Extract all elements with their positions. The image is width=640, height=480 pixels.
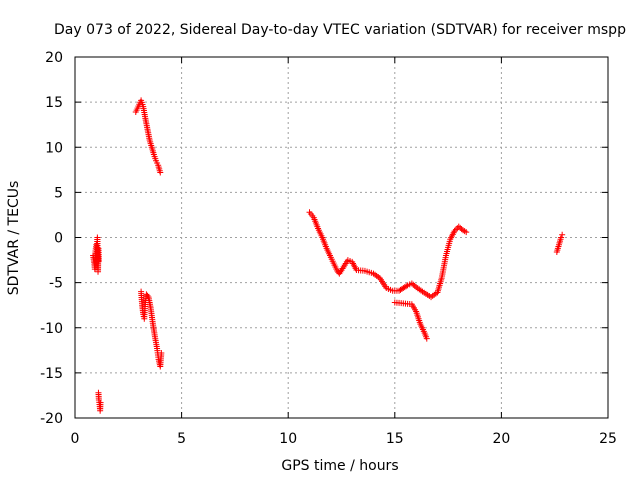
x-tick-label: 20 xyxy=(492,431,510,447)
data-point xyxy=(157,169,164,176)
data-point xyxy=(558,234,565,241)
series-pass-g xyxy=(553,231,566,255)
data-point xyxy=(423,335,430,342)
y-tick-label: -10 xyxy=(40,321,63,337)
data-point xyxy=(411,282,418,289)
y-tick-label: -5 xyxy=(49,276,63,292)
axis-ticks xyxy=(74,56,609,419)
x-tick-label: 15 xyxy=(386,431,404,447)
data-point xyxy=(144,292,151,299)
data-point xyxy=(95,257,102,264)
y-tick-label: -20 xyxy=(40,411,63,427)
y-tick-label: 20 xyxy=(45,50,63,66)
x-tick-labels: 0 5 10 15 20 25 xyxy=(71,431,617,447)
x-tick-label: 0 xyxy=(71,431,80,447)
grid-lines xyxy=(75,57,608,418)
series-pass-c xyxy=(132,97,164,176)
data-point xyxy=(458,226,465,233)
data-points xyxy=(90,97,566,414)
chart-title: Day 073 of 2022, Sidereal Day-to-day VTE… xyxy=(54,22,626,38)
data-point xyxy=(559,231,566,238)
x-axis-label: GPS time / hours xyxy=(281,458,398,474)
series-pass-f xyxy=(391,299,430,342)
x-tick-label: 5 xyxy=(177,431,186,447)
series-pass-b xyxy=(95,389,104,414)
series-pass-e xyxy=(306,209,470,301)
x-tick-label: 25 xyxy=(599,431,617,447)
y-axis-label: SDTVAR / TECUs xyxy=(6,181,22,296)
data-point xyxy=(403,283,410,290)
series-pass-a xyxy=(90,234,102,275)
series-pass-d xyxy=(138,288,165,370)
data-point xyxy=(463,229,470,236)
y-tick-label: -15 xyxy=(40,366,63,382)
y-tick-label: 10 xyxy=(45,140,63,156)
x-tick-label: 10 xyxy=(279,431,297,447)
y-tick-labels: -20 -15 -10 -5 0 5 10 15 20 xyxy=(40,50,63,427)
y-tick-label: 0 xyxy=(54,231,63,247)
y-tick-label: 15 xyxy=(45,95,63,111)
data-point xyxy=(97,399,104,406)
data-point xyxy=(158,350,165,357)
y-tick-label: 5 xyxy=(54,185,63,201)
